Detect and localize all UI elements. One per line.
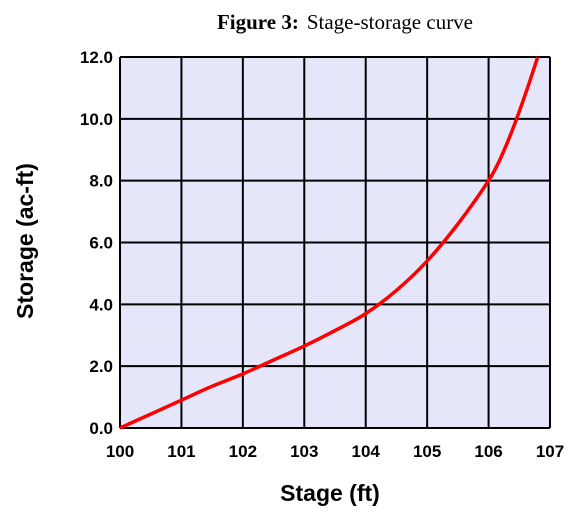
x-axis-label: Stage (ft) xyxy=(280,480,380,506)
series-layer xyxy=(119,56,540,430)
series-line xyxy=(119,56,540,430)
x-tick-label: 104 xyxy=(352,442,381,461)
x-tick-label: 105 xyxy=(413,442,441,461)
y-tick-label: 4.0 xyxy=(89,295,113,314)
x-tick-label: 107 xyxy=(536,442,564,461)
y-tick-label: 8.0 xyxy=(89,172,113,191)
chart-title: Figure 3: Stage-storage curve xyxy=(217,10,473,34)
y-tick-label: 10.0 xyxy=(80,110,113,129)
x-tick-label: 100 xyxy=(106,442,134,461)
grid xyxy=(119,56,551,429)
y-tick-label: 0.0 xyxy=(89,419,113,438)
y-axis-label: Storage (ac-ft) xyxy=(12,163,38,319)
x-axis-ticks: 100 101 102 103 104 105 106 107 xyxy=(106,442,564,461)
y-tick-label: 2.0 xyxy=(89,357,113,376)
y-tick-label: 12.0 xyxy=(80,48,113,67)
chart-title-prefix: Figure 3: xyxy=(217,10,299,34)
chart-title-text: Stage-storage curve xyxy=(307,10,473,34)
x-tick-label: 102 xyxy=(229,442,257,461)
x-tick-label: 103 xyxy=(290,442,318,461)
y-tick-label: 6.0 xyxy=(89,234,113,253)
x-tick-label: 101 xyxy=(167,442,195,461)
x-tick-label: 106 xyxy=(474,442,502,461)
y-axis-ticks: 0.0 2.0 4.0 6.0 8.0 10.0 12.0 xyxy=(80,48,113,438)
